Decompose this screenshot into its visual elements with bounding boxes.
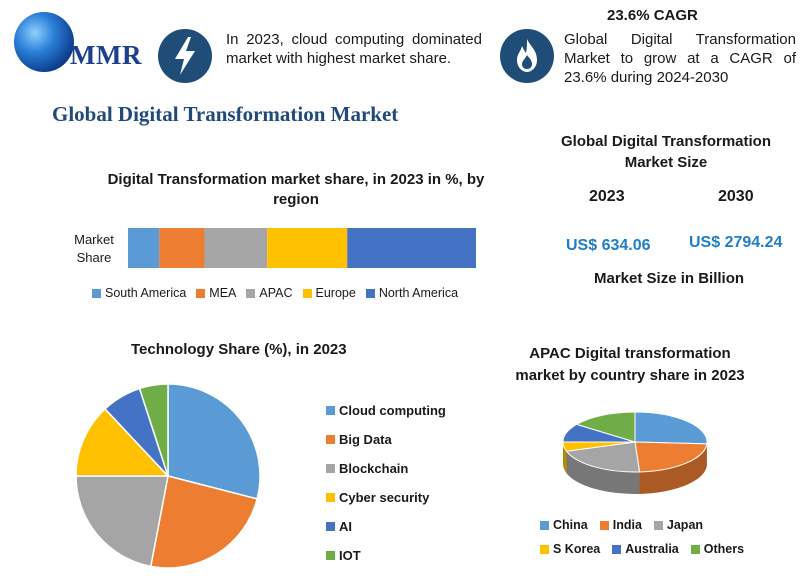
legend-label: Cyber security (339, 490, 430, 505)
market-value-2023: US$ 634.06 (566, 237, 651, 254)
legend-label: Blockchain (339, 461, 409, 476)
legend-label: India (612, 518, 642, 532)
apac-slice-india (634, 441, 708, 473)
technology-slice-big-data (149, 475, 259, 569)
apac-legend-item-japan: Japan (653, 518, 704, 532)
apac-legend-item-china: China (540, 518, 588, 532)
region-chart-category-label: Market Share (74, 232, 114, 265)
legend-label: S Korea (553, 542, 601, 556)
market-value-2030: US$ 2794.24 (689, 234, 783, 251)
logo-text: MMR (70, 40, 142, 70)
legend-label: North America (378, 286, 459, 300)
technology-chart-title: Technology Share (%), in 2023 (131, 341, 347, 358)
apac-slice-side-s-korea (563, 442, 567, 474)
region-legend-item-mea: MEA (196, 286, 236, 300)
region-chart-title: Digital Transformation market share, in … (107, 171, 485, 208)
page-title: Global Digital Transformation Market (52, 102, 399, 126)
region-legend-item-europe: Europe (302, 286, 356, 300)
bar-segment-apac (204, 228, 268, 268)
legend-label: Europe (315, 286, 356, 300)
cagr-stat-text: Global Digital Transformation Market to … (564, 31, 796, 86)
legend-label: Others (703, 542, 745, 556)
technology-slice-cloud-computing (167, 383, 261, 500)
legend-label: APAC (259, 286, 293, 300)
lightning-icon (158, 29, 212, 83)
technology-slice-blockchain (75, 475, 169, 568)
legend-swatch (326, 435, 335, 444)
legend-swatch (690, 544, 700, 554)
market-size-unit-label: Market Size in Billion (594, 270, 745, 287)
bar-segment-north-america (347, 228, 476, 268)
technology-legend-item-blockchain: Blockchain (326, 454, 446, 483)
flame-icon (500, 29, 554, 83)
apac-slice-others (575, 411, 636, 443)
legend-swatch (326, 493, 335, 502)
technology-legend-item-cyber-security: Cyber security (326, 483, 446, 512)
legend-swatch (599, 520, 609, 530)
region-chart-legend: South America MEA APAC Europe North America (92, 286, 458, 300)
bar-segment-mea (159, 228, 205, 268)
legend-label: Japan (666, 518, 704, 532)
technology-slice-iot (138, 383, 169, 477)
legend-swatch (540, 520, 549, 530)
legend-swatch (196, 288, 206, 298)
technology-legend-item-big-data: Big Data (326, 425, 446, 454)
region-legend-item-south-america: South America (92, 286, 186, 300)
technology-pie-chart (75, 383, 261, 569)
legend-swatch (540, 544, 549, 554)
legend-swatch (612, 544, 622, 554)
apac-legend-item-australia: Australia (612, 542, 679, 556)
legend-swatch (246, 288, 256, 298)
apac-legend-item-s-korea: S Korea (540, 542, 600, 556)
apac-chart-legend: China India Japan S Korea Australia Others (540, 518, 760, 556)
logo-globe-icon (14, 12, 74, 72)
apac-chart-title: APAC Digital transformation market by co… (515, 345, 745, 384)
technology-legend-item-ai: AI (326, 512, 446, 541)
bar-segment-south-america (128, 228, 160, 268)
market-year-2030: 2030 (718, 188, 754, 205)
apac-legend-item-others: Others (690, 542, 745, 556)
legend-swatch (302, 288, 312, 298)
cagr-title: 23.6% CAGR (607, 7, 698, 24)
apac-3d-pie-chart (562, 411, 708, 494)
apac-slice-side-japan (566, 451, 640, 494)
legend-swatch (92, 288, 101, 298)
technology-chart-legend: Cloud computing Big Data Blockchain Cyber s… (326, 396, 446, 570)
legend-swatch (326, 464, 335, 473)
legend-label: IOT (339, 548, 361, 563)
apac-legend-item-india: India (599, 518, 642, 532)
legend-swatch (653, 520, 663, 530)
legend-label: China (553, 518, 588, 532)
legend-label: Big Data (339, 432, 392, 447)
legend-swatch (326, 406, 335, 415)
legend-swatch (326, 551, 335, 560)
legend-label: MEA (209, 286, 237, 300)
highlight-stat-text: In 2023, cloud computing dominated marke… (226, 31, 482, 67)
apac-slice-china (634, 411, 708, 445)
legend-label: Australia (625, 542, 679, 556)
legend-label: Cloud computing (339, 403, 446, 418)
legend-label: South America (105, 286, 187, 300)
market-year-2023: 2023 (589, 188, 625, 205)
legend-swatch (326, 522, 335, 531)
legend-label: AI (339, 519, 352, 534)
region-legend-item-north-america: North America (365, 286, 459, 300)
technology-legend-item-cloud-computing: Cloud computing (326, 396, 446, 425)
region-legend-item-apac: APAC (246, 286, 293, 300)
legend-swatch (365, 288, 375, 298)
technology-slice-cyber-security (75, 407, 170, 477)
apac-slice-side-india (639, 443, 707, 494)
apac-slice-japan (565, 441, 641, 473)
bar-segment-europe (267, 228, 348, 268)
market-size-title: Global Digital Transformation Market Siz… (560, 133, 772, 171)
technology-legend-item-iot: IOT (326, 541, 446, 570)
